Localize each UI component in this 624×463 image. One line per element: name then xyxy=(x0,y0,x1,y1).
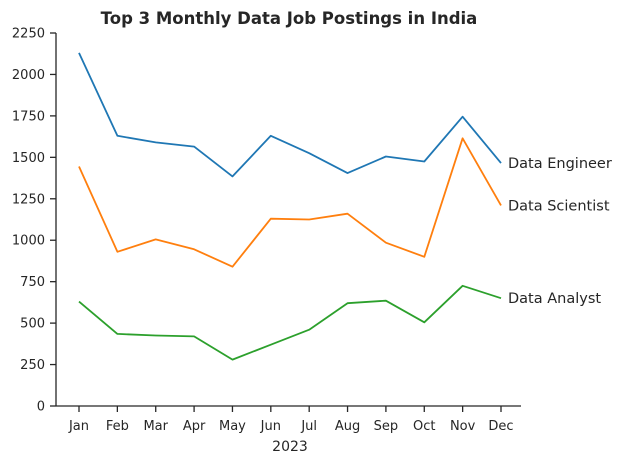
y-tick-label: 1000 xyxy=(12,234,45,249)
y-tick-label: 2250 xyxy=(12,27,45,42)
series-label-data-engineer: Data Engineer xyxy=(508,156,612,172)
series-layer: Data Engineer Data Scientist Data Analyst xyxy=(78,52,612,361)
series-line-data-analyst xyxy=(78,284,502,361)
x-tick-label: Nov xyxy=(450,419,476,434)
x-tick-label: Dec xyxy=(488,419,513,434)
x-tick-label: Oct xyxy=(413,419,435,434)
chart-title: Top 3 Monthly Data Job Postings in India xyxy=(101,9,478,28)
y-tick-label: 250 xyxy=(20,358,45,373)
x-tick-label: Feb xyxy=(106,419,129,434)
series-label-data-scientist: Data Scientist xyxy=(508,198,610,214)
x-tick-label: Jun xyxy=(260,419,281,434)
y-tick-label: 0 xyxy=(37,400,45,415)
y-tick-label: 1750 xyxy=(12,109,45,124)
series-line-data-engineer xyxy=(78,52,502,178)
x-tick-label: Jul xyxy=(300,419,317,434)
y-tick-label: 2000 xyxy=(12,68,45,83)
series-line-data-scientist xyxy=(78,137,502,268)
x-tick-label: Aug xyxy=(335,419,360,434)
y-tick-label: 500 xyxy=(20,317,45,332)
y-tick-label: 750 xyxy=(20,275,45,290)
x-axis-label: 2023 xyxy=(272,439,308,455)
x-tick-label: May xyxy=(219,419,246,434)
x-tick-label: Sep xyxy=(374,419,399,434)
x-tick-label: Jan xyxy=(68,419,89,434)
series-label-data-analyst: Data Analyst xyxy=(508,291,601,307)
x-axis: Jan Feb Mar Apr May Jun Jul Aug Sep Oct Nov Dec xyxy=(56,405,521,434)
y-axis: 0 250 500 750 1000 1250 1500 1750 2000 2250 xyxy=(12,27,57,415)
x-tick-label: Apr xyxy=(183,419,206,434)
x-tick-label: Mar xyxy=(143,419,168,434)
y-tick-label: 1250 xyxy=(12,192,45,207)
y-tick-label: 1500 xyxy=(12,151,45,166)
